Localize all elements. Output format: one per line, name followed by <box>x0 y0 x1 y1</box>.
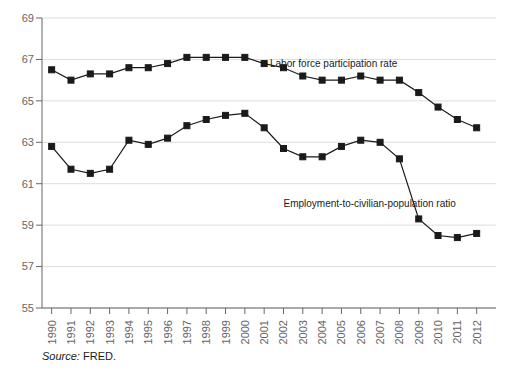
svg-text:2006: 2006 <box>355 320 367 344</box>
svg-text:2011: 2011 <box>451 320 463 344</box>
svg-text:69: 69 <box>22 12 34 24</box>
svg-text:59: 59 <box>22 219 34 231</box>
svg-text:Employment-to-civilian-populat: Employment-to-civilian-population ratio <box>283 198 456 209</box>
svg-text:1996: 1996 <box>162 320 174 344</box>
svg-text:61: 61 <box>22 178 34 190</box>
svg-text:2002: 2002 <box>277 320 289 344</box>
svg-text:1994: 1994 <box>123 320 135 344</box>
svg-text:57: 57 <box>22 260 34 272</box>
svg-text:2012: 2012 <box>471 320 483 344</box>
svg-text:1997: 1997 <box>181 320 193 344</box>
svg-text:1998: 1998 <box>200 320 212 344</box>
svg-text:1993: 1993 <box>104 320 116 344</box>
html-text:Source: FRED.: Source: FRED. <box>42 350 116 362</box>
svg-text:1999: 1999 <box>220 320 232 344</box>
svg-text:Labor force participation rate: Labor force participation rate <box>270 58 398 69</box>
svg-text:2010: 2010 <box>432 320 444 344</box>
svg-text:1990: 1990 <box>46 320 58 344</box>
svg-text:55: 55 <box>22 302 34 314</box>
svg-text:65: 65 <box>22 95 34 107</box>
svg-text:1991: 1991 <box>65 320 77 344</box>
svg-text:2001: 2001 <box>258 320 270 344</box>
svg-text:2004: 2004 <box>316 320 328 344</box>
svg-text:2005: 2005 <box>335 320 347 344</box>
svg-text:1995: 1995 <box>142 320 154 344</box>
svg-text:2008: 2008 <box>393 320 405 344</box>
svg-text:1992: 1992 <box>84 320 96 344</box>
svg-text:2009: 2009 <box>413 320 425 344</box>
svg-text:2007: 2007 <box>374 320 386 344</box>
svg-text:63: 63 <box>22 136 34 148</box>
svg-text:2000: 2000 <box>239 320 251 344</box>
svg-text:2003: 2003 <box>297 320 309 344</box>
svg-text:67: 67 <box>22 53 34 65</box>
